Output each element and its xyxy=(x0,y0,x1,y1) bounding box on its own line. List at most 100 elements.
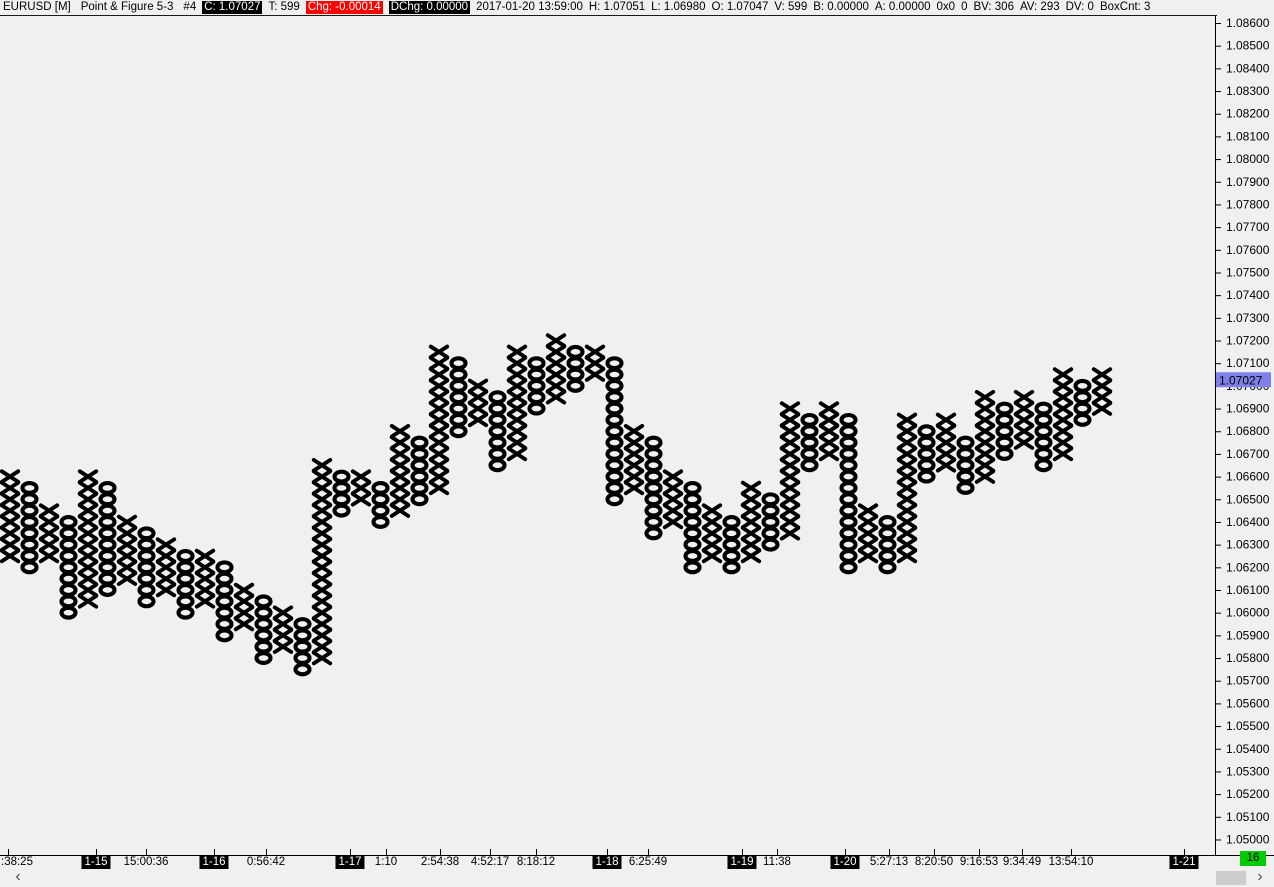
price-axis-label: 1.08200 xyxy=(1226,107,1270,121)
pnf-column-x xyxy=(389,423,411,518)
horizontal-scrollbar[interactable]: ‹ › xyxy=(0,869,1274,887)
pnf-column-o xyxy=(215,560,234,643)
pnf-column-o xyxy=(683,480,702,575)
pnf-column-x xyxy=(1091,367,1113,416)
pnf-column-o xyxy=(644,435,663,541)
price-axis-label: 1.05700 xyxy=(1226,674,1270,688)
time-axis-label: 6:25:49 xyxy=(628,856,668,868)
price-axis-label: 1.05500 xyxy=(1226,719,1270,733)
time-axis-label: 2:54:38 xyxy=(420,856,460,868)
pnf-column-x xyxy=(350,469,372,507)
scroll-left-arrow[interactable]: ‹ xyxy=(15,868,21,885)
pnf-column-x xyxy=(584,344,606,382)
title-segment: EURUSD [M] xyxy=(3,1,71,13)
price-axis-label: 1.07400 xyxy=(1226,288,1270,302)
pnf-column-o xyxy=(371,480,390,529)
price-axis-label: 1.07100 xyxy=(1226,356,1270,370)
scroll-right-arrow[interactable]: › xyxy=(1257,868,1263,885)
time-axis[interactable]: :38:25 1-15 15:00:36 1-16 0:56:42 1-17 1:10 2:5… xyxy=(0,856,1274,869)
time-axis-label: 5:27:13 xyxy=(869,856,909,868)
time-axis-date-label: 1-17 xyxy=(335,856,365,869)
pnf-column-x xyxy=(0,469,21,564)
price-axis-label: 1.06600 xyxy=(1226,470,1270,484)
title-segment: C: 1.07027 xyxy=(202,1,263,14)
pnf-column-o xyxy=(1034,401,1053,473)
time-ticks xyxy=(8,849,1185,855)
title-segment: DV: 0 xyxy=(1065,1,1094,13)
time-axis-label: 11:38 xyxy=(763,856,791,868)
price-axis-label: 1.05600 xyxy=(1226,696,1270,710)
pnf-column-x xyxy=(857,503,879,564)
price-axis-label: 1.06500 xyxy=(1226,492,1270,506)
price-axis-label: 1.08600 xyxy=(1226,16,1270,30)
pnf-column-x xyxy=(467,378,489,428)
pnf-column-x xyxy=(701,503,723,564)
time-axis-date-label: 1-20 xyxy=(830,856,860,869)
price-axis-label: 1.08400 xyxy=(1226,61,1270,75)
price-axis-label: 1.06100 xyxy=(1226,583,1270,597)
pnf-column-x xyxy=(1052,367,1074,462)
pnf-chart-area[interactable]: 1.08600 1.08500 1.08400 1.08300 1.08200 1.081… xyxy=(0,0,1274,856)
title-segment: BoxCnt: 3 xyxy=(1099,1,1151,13)
time-axis-label: 0:56:42 xyxy=(246,856,286,868)
time-axis-date-label: 1-19 xyxy=(727,856,757,869)
status-badge: 16 xyxy=(1240,851,1266,866)
pnf-column-o xyxy=(20,480,39,575)
price-axis-label: 1.07300 xyxy=(1226,311,1270,325)
price-axis-label: 1.05300 xyxy=(1226,764,1270,778)
time-axis-label: 9:16:53 xyxy=(959,856,999,868)
price-axis[interactable]: 1.08600 1.08500 1.08400 1.08300 1.08200 1.081… xyxy=(1216,16,1270,846)
pnf-column-x xyxy=(506,344,528,462)
price-axis-label: 1.08100 xyxy=(1226,129,1270,143)
price-axis-label: 1.06800 xyxy=(1226,424,1270,438)
price-axis-label: 1.08000 xyxy=(1226,152,1270,166)
scrollbar-thumb[interactable] xyxy=(1216,871,1246,885)
pnf-column-o xyxy=(293,617,312,677)
time-axis-date-label: 1-15 xyxy=(81,856,111,869)
pnf-column-o xyxy=(332,469,351,518)
pnf-column-o xyxy=(59,515,78,620)
title-segment: 2017-01-20 13:59:00 xyxy=(476,1,583,13)
title-segment: H: 1.07051 xyxy=(588,1,646,13)
price-axis-label: 1.07900 xyxy=(1226,175,1270,189)
time-axis-label: 15:00:36 xyxy=(123,856,169,868)
last-price-value: 1.07027 xyxy=(1219,373,1263,387)
time-axis-date-label: 1-21 xyxy=(1169,856,1199,869)
time-axis-label: 9:34:49 xyxy=(1002,856,1042,868)
title-segment: AV: 293 xyxy=(1019,1,1060,13)
chart-title-bar: EURUSD [M] Point & Figure 5-3 #4 C: 1.07027… xyxy=(0,0,1217,16)
title-segment: B: 0.00000 xyxy=(813,1,869,13)
price-axis-label: 1.07600 xyxy=(1226,243,1270,257)
price-axis-label: 1.06400 xyxy=(1226,515,1270,529)
pnf-column-o xyxy=(605,356,624,507)
pnf-column-x xyxy=(662,469,684,530)
pnf-columns xyxy=(0,333,1113,677)
price-axis-label: 1.06200 xyxy=(1226,560,1270,574)
price-axis-label: 1.05900 xyxy=(1226,628,1270,642)
price-axis-label: 1.07700 xyxy=(1226,220,1270,234)
pnf-column-x xyxy=(779,401,801,541)
price-axis-label: 1.05200 xyxy=(1226,787,1270,801)
pnf-column-x xyxy=(428,344,450,496)
price-axis-label: 1.05800 xyxy=(1226,651,1270,665)
time-axis-label: :38:25 xyxy=(1,856,33,868)
pnf-column-x xyxy=(1013,389,1035,450)
pnf-column-o xyxy=(254,594,273,665)
price-axis-label: 1.07800 xyxy=(1226,197,1270,211)
title-segment: Point & Figure 5-3 xyxy=(80,1,174,13)
pnf-column-x xyxy=(740,480,762,564)
pnf-column-o xyxy=(800,412,819,473)
pnf-column-o xyxy=(527,356,546,416)
price-axis-label: 1.05000 xyxy=(1226,832,1270,846)
price-axis-label: 1.05400 xyxy=(1226,742,1270,756)
pnf-column-o xyxy=(839,412,858,575)
title-segment: #4 xyxy=(183,1,197,13)
price-axis-label: 1.06900 xyxy=(1226,402,1270,416)
pnf-column-x xyxy=(311,458,333,666)
last-price-highlight xyxy=(1216,372,1271,388)
pnf-column-o xyxy=(1073,378,1092,427)
price-axis-label: 1.08500 xyxy=(1226,39,1270,53)
pnf-column-o xyxy=(761,492,780,552)
pnf-column-o xyxy=(878,515,897,575)
